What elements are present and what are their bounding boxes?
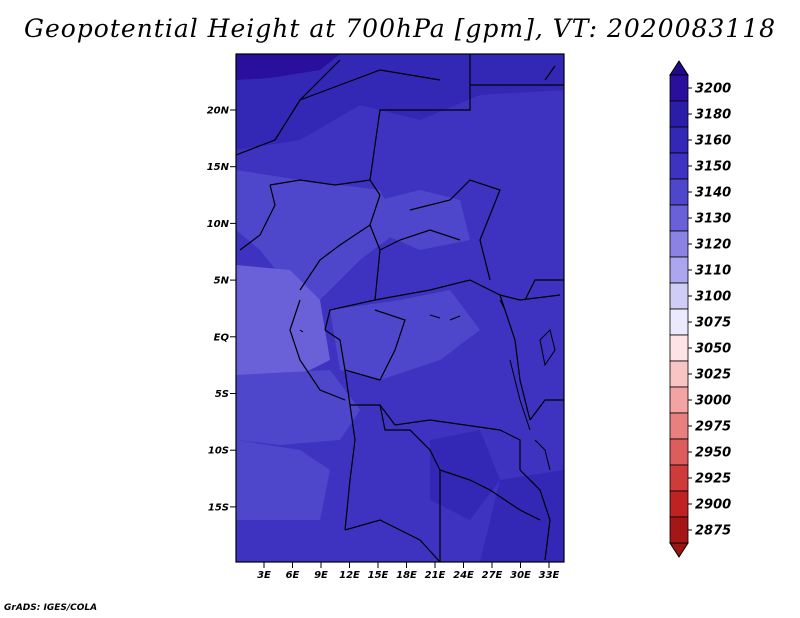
colorbar-label: 3120 [695, 238, 731, 253]
lon-label: 18E [396, 570, 417, 581]
colorbar-label: 2975 [695, 420, 731, 435]
colorbar-label: 3150 [695, 160, 731, 175]
grads-credit: GrADS: IGES/COLA [4, 603, 98, 613]
colorbar-top-cap [669, 60, 689, 76]
lat-label: EQ [214, 332, 230, 343]
colorbar-label: 3075 [695, 316, 731, 331]
lat-label: 15N [207, 162, 230, 173]
lat-label: 5N [214, 276, 230, 287]
colorbar-swatch [669, 334, 689, 362]
colorbar-swatch [669, 204, 689, 232]
colorbar-bottom-cap [669, 542, 689, 558]
colorbar-label: 3100 [695, 290, 731, 305]
colorbar-swatch [669, 74, 689, 102]
colorbar-label: 3000 [695, 394, 731, 409]
colorbar-swatch [669, 412, 689, 440]
lon-label: 33E [539, 570, 560, 581]
lat-label: 20N [207, 106, 230, 117]
colorbar-label: 2900 [695, 498, 731, 513]
colorbar-swatch [669, 126, 689, 154]
colorbar-swatch [669, 282, 689, 310]
lat-label: 10N [207, 219, 230, 230]
colorbar-swatch [669, 438, 689, 466]
colorbar-label: 3160 [695, 134, 731, 149]
lon-label: 6E [286, 570, 300, 581]
colorbar-swatch [669, 230, 689, 258]
lon-label: 15E [368, 570, 389, 581]
lon-label: 12E [339, 570, 360, 581]
colorbar-label: 3130 [695, 212, 731, 227]
lat-label: 10S [208, 446, 229, 457]
map-frame [235, 53, 565, 563]
latitude-axis: 20N 15N 10N 5N EQ 5S 10S 15S [207, 106, 236, 513]
colorbar-swatch [669, 256, 689, 284]
colorbar-label: 3110 [695, 264, 731, 279]
longitude-axis: 3E 6E 9E 12E 15E 18E 21E 24E 27E 30E 33E [257, 562, 560, 581]
geopotential-field [236, 54, 564, 562]
colorbar-swatch [669, 178, 689, 206]
lon-label: 27E [482, 570, 503, 581]
colorbar-label: 2925 [695, 472, 731, 487]
colorbar-label: 3140 [695, 186, 731, 201]
lon-label: 21E [425, 570, 446, 581]
colorbar-label: 2875 [695, 524, 731, 539]
colorbar-swatch [669, 308, 689, 336]
map-title: Geopotential Height at 700hPa [gpm], VT:… [23, 14, 777, 43]
lon-label: 24E [453, 570, 474, 581]
colorbar-swatch [669, 490, 689, 518]
colorbar-swatch [669, 100, 689, 128]
colorbar-swatch [669, 152, 689, 180]
lon-label: 30E [510, 570, 531, 581]
lon-label: 3E [257, 570, 271, 581]
colorbar-swatch [669, 360, 689, 388]
colorbar-label: 3200 [695, 82, 731, 97]
colorbar-swatch [669, 386, 689, 414]
colorbar-label: 2950 [695, 446, 731, 461]
lat-label: 5S [215, 389, 229, 400]
colorbar-label: 3050 [695, 342, 731, 357]
colorbar-label: 3025 [695, 368, 731, 383]
lat-label: 15S [208, 502, 229, 513]
colorbar-swatch [669, 464, 689, 492]
colorbar-label: 3180 [695, 108, 731, 123]
colorbar: 3200 3180 3160 3150 3140 3130 3120 3110 3100 3075… [669, 60, 731, 558]
lon-label: 9E [314, 570, 328, 581]
colorbar-swatch [669, 516, 689, 544]
